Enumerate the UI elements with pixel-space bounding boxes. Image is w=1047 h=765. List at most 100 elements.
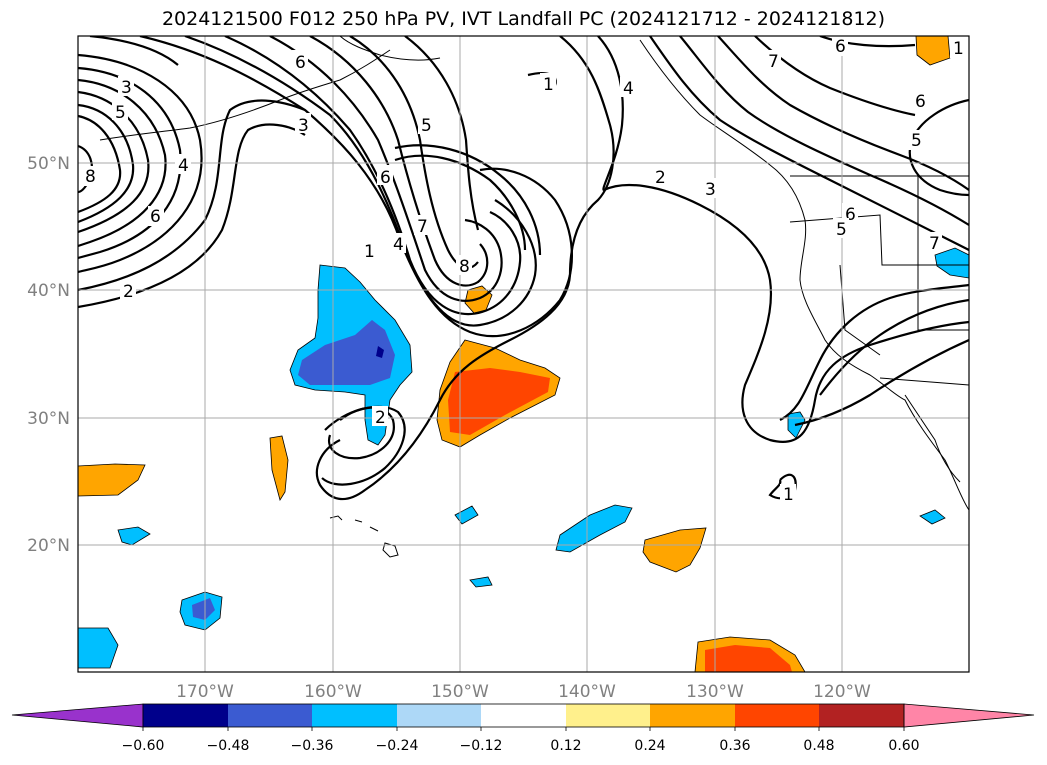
positive-anomaly-south-1 [642,527,707,573]
pv-contour [315,36,615,501]
us-mexico-border [879,377,969,386]
lon-label-170w: 170°W [176,682,234,702]
contour-label: 3 [705,180,716,200]
positive-anomaly-west-1 [269,435,289,501]
pv-contour [404,36,480,231]
contour-labels: 3 5 6 8 4 2 6 3 5 6 7 4 1 8 [82,36,966,505]
contour-label: 3 [121,78,132,98]
lat-label-50n: 50°N [27,154,70,174]
contour-label: 1 [953,39,964,59]
pv-contour [908,98,969,197]
shaded-anomalies [78,36,969,672]
lat-label-30n: 30°N [27,409,70,429]
pv-contour [717,36,969,191]
contour-label: 5 [836,220,847,240]
contour-label: 1 [783,485,794,505]
colorbar-tick-label: −0.48 [207,738,250,754]
colorbar-bin [735,704,819,727]
contour-label: 6 [295,53,306,73]
contour-label: 4 [393,235,404,255]
negative-anomaly-min [376,346,384,358]
lon-label-150w: 150°W [431,682,489,702]
lon-label-130w: 130°W [686,682,744,702]
negative-anomaly-central-core [298,320,395,385]
colorbar-tick-label: 0.12 [550,738,581,754]
colorbar-tick-label: 0.24 [634,738,665,754]
colorbar-bin [481,704,566,727]
pv-contour [321,405,406,486]
colorbar-bin [397,704,481,727]
pv-contour [78,53,203,274]
colorbar-bin [566,704,650,727]
colorbar-tick-label: −0.12 [460,738,503,754]
colorbar-tick-label: −0.24 [376,738,419,754]
positive-anomaly-ne [915,36,951,66]
hawaii [329,515,399,558]
alaska-coast [339,36,441,61]
coastlines [99,36,969,558]
lon-label-120w: 120°W [813,682,871,702]
negative-anomaly-sw-1 [117,526,151,546]
pv-contour [78,90,150,234]
colorbar-bin [143,704,228,727]
pv-contour [794,338,969,427]
gridlines [78,36,969,672]
contour-label: 7 [929,234,940,254]
contour-label: 3 [298,116,309,136]
pv-contour [819,36,916,48]
latitude-labels: 50°N 40°N 30°N 20°N [27,154,70,556]
negative-anomaly-east-2 [919,509,946,525]
pv-contour [78,114,122,214]
colorbar-tick-label: −0.36 [291,738,334,754]
pv-contour [649,36,969,251]
map-panel: 3 5 6 8 4 2 6 3 5 6 7 4 1 8 [78,36,969,672]
contour-label: 4 [178,156,189,176]
pv-contour [269,36,503,302]
positive-anomaly-west-2 [78,463,146,497]
pv-contour [139,36,574,338]
contour-label: 2 [375,408,386,428]
colorbar-tick-label: 0.36 [719,738,750,754]
contour-label: 6 [845,205,856,225]
lon-label-160w: 160°W [304,682,362,702]
lon-label-140w: 140°W [558,682,616,702]
colorbar-tick-label: −0.60 [122,738,165,754]
positive-anomaly-south-2-core [705,645,792,672]
contour-label: 8 [85,167,96,187]
negative-anomaly-east-1 [934,247,969,279]
negative-anomaly-sw-2-core [192,598,215,620]
negative-anomaly-south-2 [469,576,493,588]
pv-contour [78,103,135,224]
pv-contour [89,36,179,66]
lat-label-40n: 40°N [27,281,70,301]
longitude-labels: 170°W 160°W 150°W 140°W 130°W 120°W [176,682,871,702]
contour-label: 6 [835,37,846,57]
contour-label: 4 [623,79,634,99]
pv-contour [78,99,306,292]
contour-label: 8 [459,257,470,277]
contour-label: 6 [150,207,161,227]
colorbar-tick-label: 0.48 [803,738,834,754]
contour-label: 7 [417,217,428,237]
colorbar-bin [819,704,904,727]
pv-contour [224,36,522,316]
contour-label: 2 [123,282,134,302]
contour-label: 1 [543,75,554,95]
baja-coast [904,394,961,483]
contour-label: 1 [364,242,375,262]
negative-anomaly-sw-3 [78,627,119,669]
colorbar-tick-label: 0.60 [888,738,919,754]
contour-label: 6 [915,92,926,112]
contour-label: 2 [655,168,666,188]
map-frame [77,35,970,673]
colorbar-extend-high [903,703,1035,728]
negative-anomaly-south-3 [555,504,633,553]
se-alaska-bc-coast [639,39,969,511]
colorbar-bin [228,704,312,727]
lat-label-20n: 20°N [27,536,70,556]
pv-contour [78,123,306,309]
pv-contour [679,36,969,226]
contour-label: 5 [911,131,922,151]
pv-contour [597,36,969,443]
